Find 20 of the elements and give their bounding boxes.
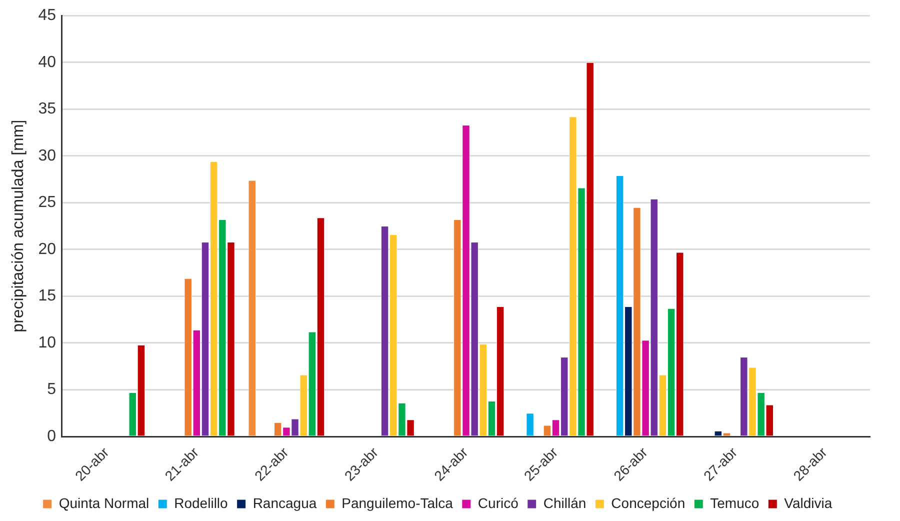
legend-label: Rancagua: [252, 494, 317, 511]
y-tick-label: 30: [38, 147, 56, 164]
y-tick-label: 35: [38, 100, 56, 118]
y-tick-label: 40: [38, 54, 56, 71]
legend-label: Curicó: [478, 494, 519, 511]
legend-label: Rodelillo: [174, 494, 228, 511]
legend-label: Chillán: [543, 494, 586, 511]
y-tick-label: 45: [38, 7, 56, 24]
legend-label: Temuco: [710, 494, 760, 511]
legend-label: Valdivia: [784, 494, 832, 511]
y-tick-label: 10: [38, 334, 56, 352]
y-tick-label: 0: [47, 428, 56, 445]
y-tick-label: 5: [47, 381, 56, 398]
y-axis-title: precipitación acumulada [mm]: [10, 120, 28, 332]
legend-label: Panguilemo-Talca: [342, 494, 454, 511]
legend-label: Concepción: [611, 494, 686, 511]
y-tick-label: 25: [38, 194, 56, 212]
y-tick-label: 20: [38, 240, 56, 258]
legend-label: Quinta Normal: [58, 494, 150, 511]
y-tick-label: 15: [38, 288, 56, 305]
